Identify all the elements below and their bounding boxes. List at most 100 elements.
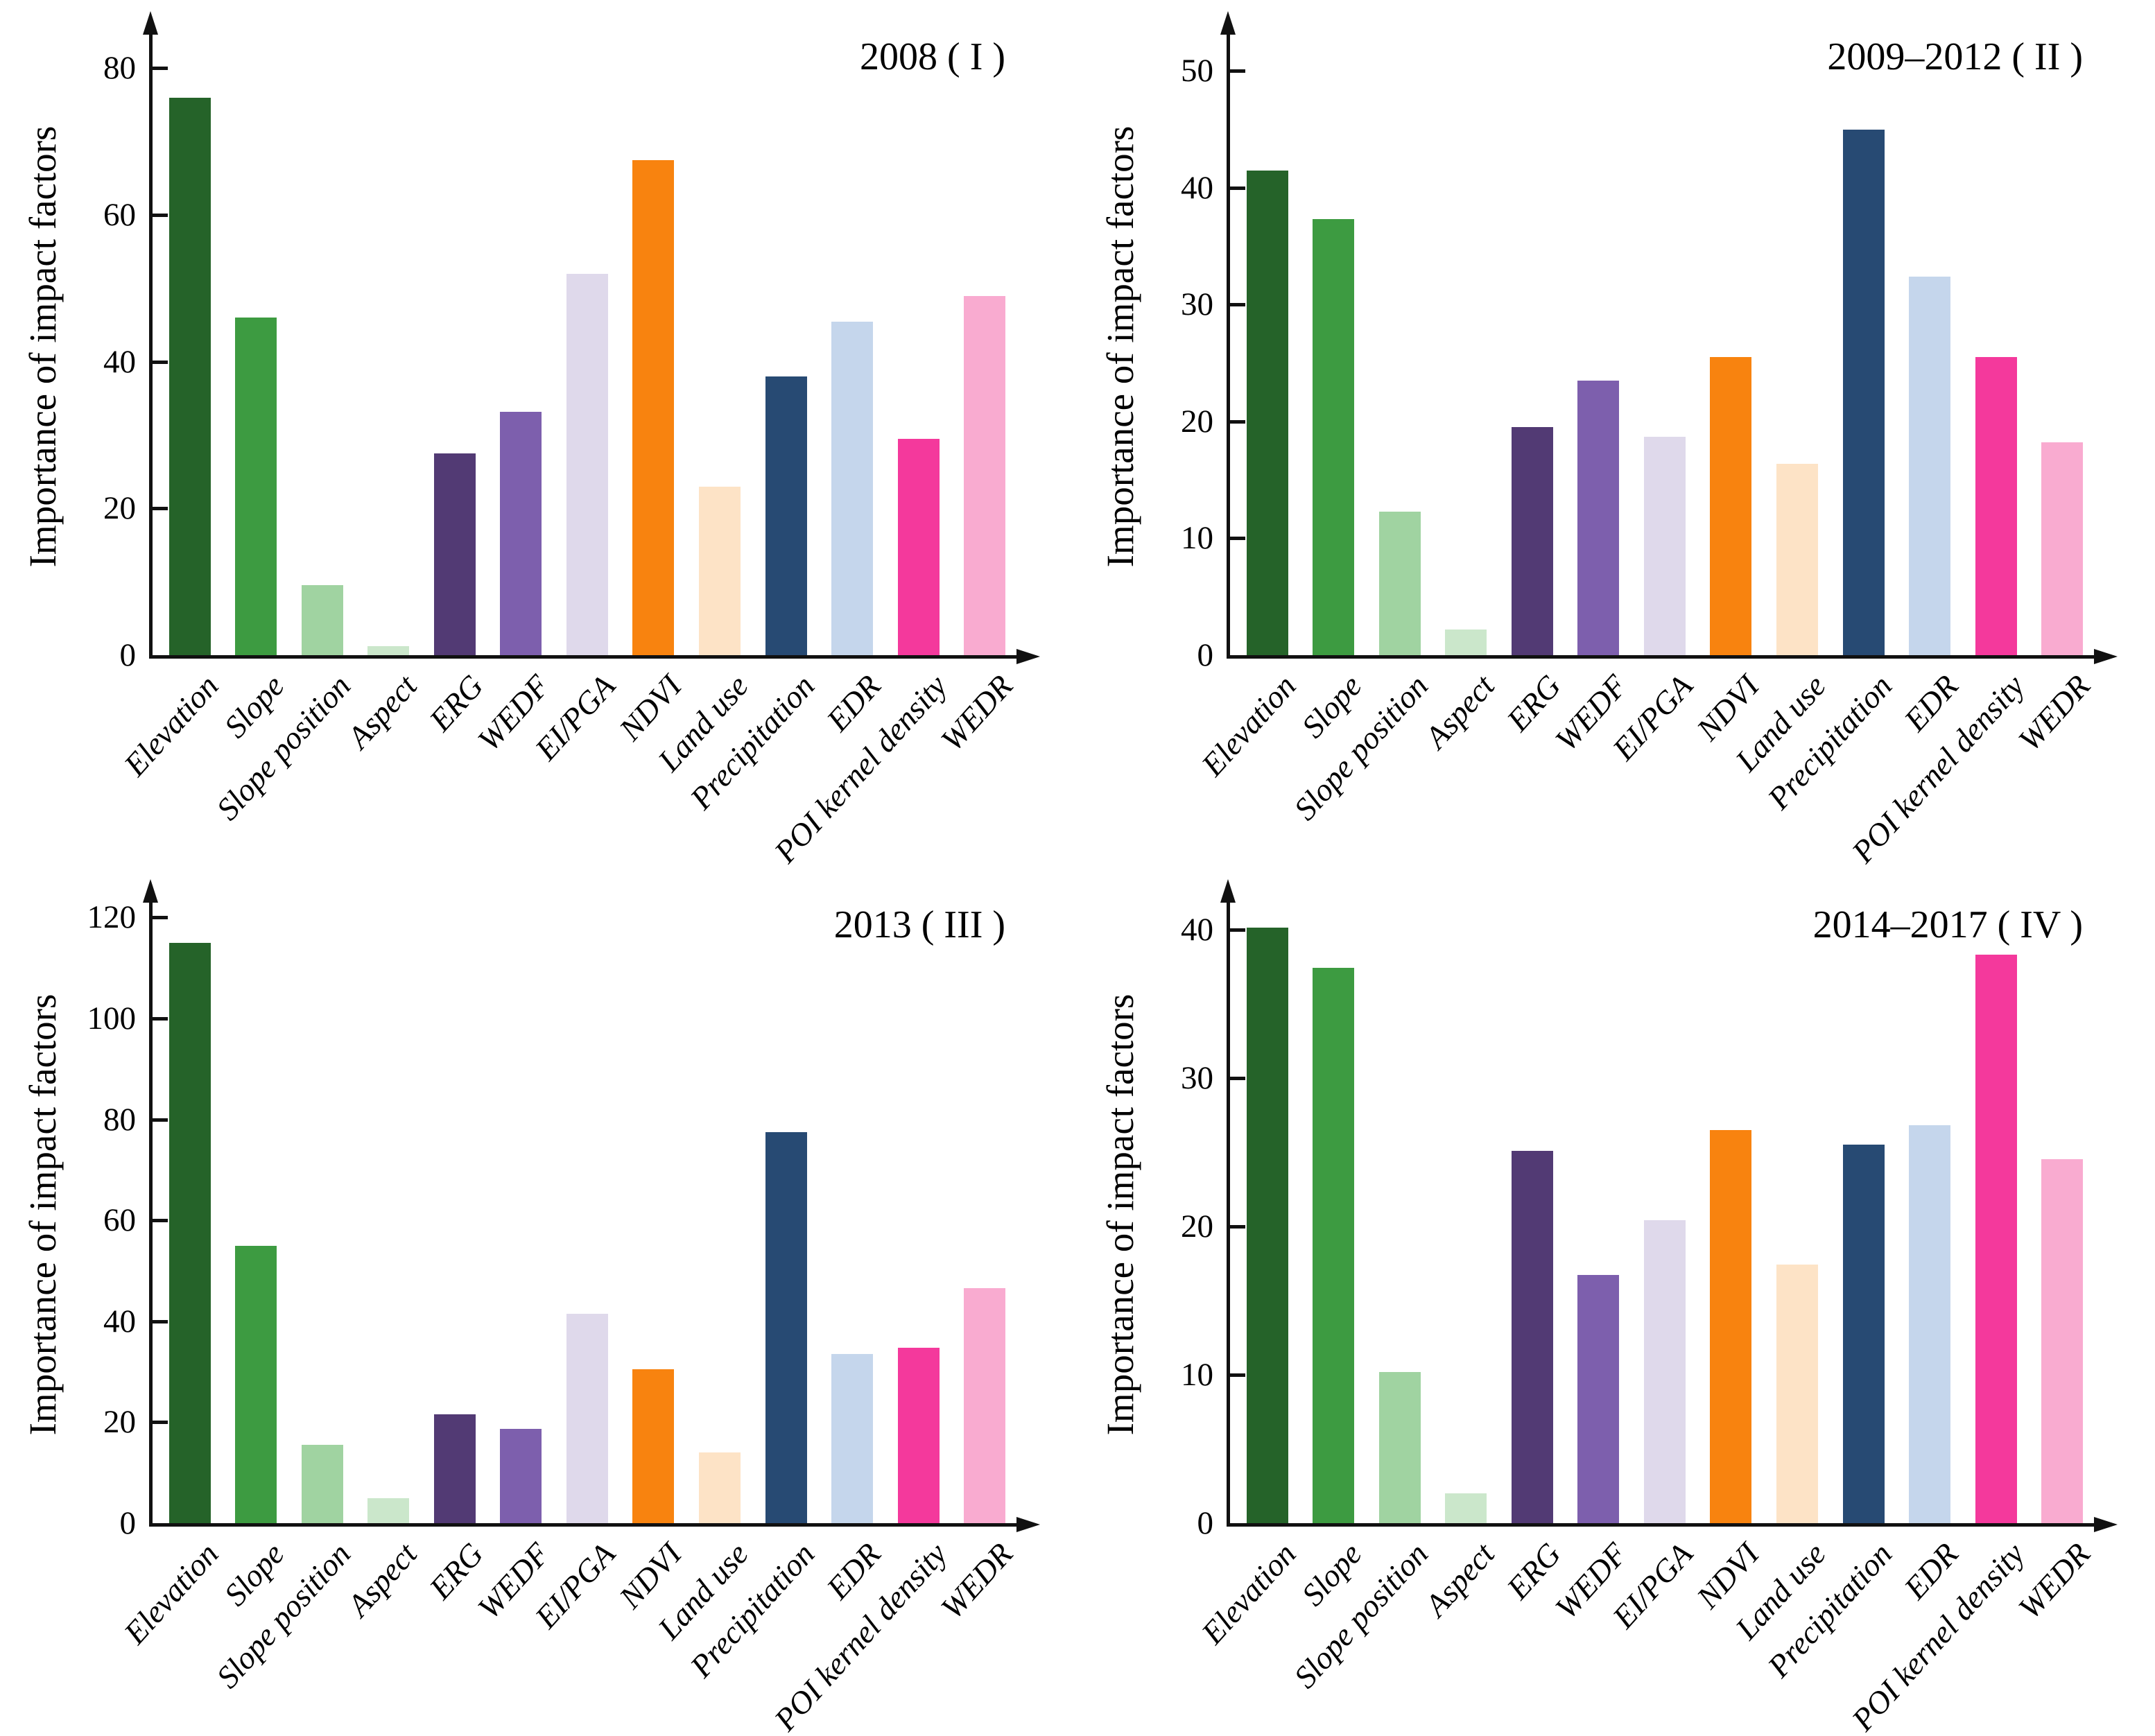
chart-panel-2013: 0 20 40 60 80 100 120 Elevation Slope Slope posi…: [0, 868, 1078, 1736]
bar-ndvi: [1710, 1129, 1752, 1523]
y-axis-label: Importance of impact factors: [21, 125, 64, 568]
bar-slot-precipitation: [1831, 24, 1897, 655]
chart-panel-2014-2017: 0 10 20 30 40 Elevation Slope Slope position As…: [1078, 868, 2155, 1736]
bar-elevation: [1246, 170, 1288, 655]
chart-title: 2009–2012 ( II ): [1827, 35, 2083, 78]
bar-slot-elevation: [157, 24, 223, 655]
y-tick-mark-120: [153, 916, 168, 920]
bar-slot-wedr: [2029, 24, 2095, 655]
bar-slope: [235, 1245, 277, 1523]
y-axis-label: Importance of impact factors: [21, 993, 64, 1436]
bar-slot-aspect: [356, 892, 422, 1523]
x-axis-line: [149, 1523, 1019, 1527]
y-tick-label-10: 10: [1181, 1356, 1213, 1393]
x-axis-line: [149, 655, 1019, 659]
bar-wedr: [2041, 1159, 2084, 1523]
bar-erg: [433, 453, 476, 655]
x-tick-label-land-use: Land use: [650, 1536, 755, 1647]
y-tick-label-0: 0: [1197, 1505, 1214, 1541]
chart-panel-2009-2012: 0 10 20 30 40 50 Elevation Slope Slope position…: [1078, 0, 2155, 869]
y-axis-line: [149, 900, 153, 1527]
bar-slot-slope-position: [289, 24, 356, 655]
x-tick-label-precipitation: Precipitation: [682, 1536, 822, 1684]
bar-wedr: [2041, 442, 2084, 655]
x-tick-label-land-use: Land use: [1728, 668, 1833, 779]
y-axis-arrowhead-icon: [143, 879, 158, 903]
y-tick-label-80: 80: [103, 1101, 136, 1138]
x-tick-label-erg: ERG: [422, 1536, 490, 1606]
y-tick-label-30: 30: [1181, 286, 1213, 323]
bar-precipitation: [1842, 1145, 1885, 1523]
bar-slot-erg: [422, 892, 488, 1523]
bar-ei-pga: [1643, 436, 1686, 655]
bar-erg: [1511, 1150, 1553, 1523]
bar-slot-land-use: [1764, 24, 1831, 655]
x-tick-label-wedr: WEDR: [2011, 668, 2097, 758]
bar-erg: [1511, 427, 1553, 655]
bar-wedr: [964, 1288, 1006, 1523]
bar-slot-poi-kernel-density: [885, 892, 952, 1523]
bar-slot-ei-pga: [554, 24, 621, 655]
bar-land-use: [699, 1452, 741, 1523]
x-tick-label-aspect: Aspect: [340, 668, 424, 755]
y-tick-mark-40: [153, 360, 168, 364]
x-tick-label-slope-position: Slope position: [1287, 668, 1435, 827]
bar-edr: [831, 321, 874, 655]
y-tick-label-30: 30: [1181, 1059, 1213, 1096]
plot-area: 0 20 40 60 80 100 120 Elevation Slope Slope posi…: [0, 868, 1078, 1736]
y-tick-mark-20: [1230, 1224, 1245, 1229]
x-tick-label-erg: ERG: [422, 668, 490, 738]
y-tick-mark-20: [1230, 419, 1245, 424]
bar-ndvi: [1710, 357, 1752, 655]
bar-slot-wedf: [488, 24, 555, 655]
x-axis-line: [1227, 1523, 2097, 1527]
y-tick-mark-40: [1230, 928, 1245, 932]
bar-slope: [1313, 968, 1355, 1523]
y-tick-mark-80: [153, 67, 168, 71]
y-tick-label-20: 20: [1181, 403, 1213, 440]
bar-slot-precipitation: [753, 24, 820, 655]
bar-elevation: [168, 97, 211, 655]
x-axis-line: [1227, 655, 2097, 659]
x-tick-label-elevation: Elevation: [1194, 1536, 1303, 1651]
x-tick-label-edr: EDR: [819, 1536, 888, 1606]
x-tick-label-slope-position: Slope position: [209, 1536, 358, 1695]
bar-slot-aspect: [1433, 24, 1500, 655]
bar-wedr: [964, 295, 1006, 655]
bar-slot-slope: [223, 24, 290, 655]
bar-slope-position: [1378, 1371, 1421, 1523]
bar-slope-position: [301, 1445, 343, 1523]
bar-slot-slope: [223, 892, 290, 1523]
bar-aspect: [1445, 1493, 1487, 1523]
bar-slot-ei-pga: [1632, 892, 1698, 1523]
bar-slot-ei-pga: [554, 892, 621, 1523]
bar-slot-ndvi: [621, 24, 687, 655]
y-tick-label-0: 0: [119, 637, 137, 673]
y-tick-mark-80: [153, 1118, 168, 1122]
y-axis-arrowhead-icon: [1220, 879, 1236, 903]
bar-elevation: [1246, 928, 1288, 1523]
bar-slot-wedf: [1566, 24, 1632, 655]
bar-slot-aspect: [356, 24, 422, 655]
y-tick-label-10: 10: [1181, 520, 1213, 557]
x-tick-label-edr: EDR: [1896, 668, 1965, 738]
bar-slot-land-use: [686, 24, 753, 655]
x-axis-arrowhead-icon: [1016, 1517, 1040, 1532]
y-axis-arrowhead-icon: [1220, 11, 1236, 35]
x-tick-label-land-use: Land use: [1728, 1536, 1833, 1647]
bar-slot-wedr: [951, 892, 1018, 1523]
x-tick-label-poi-kernel-density: POI kernel density: [767, 668, 954, 870]
bar-slot-ndvi: [1698, 892, 1765, 1523]
x-tick-label-wedr: WEDR: [934, 1536, 1020, 1626]
bars: [1234, 24, 2095, 655]
plot-area: 0 10 20 30 40 Elevation Slope Slope position As…: [1078, 868, 2155, 1736]
bar-land-use: [1776, 1265, 1819, 1523]
bars: [1234, 892, 2095, 1523]
y-tick-label-20: 20: [103, 1404, 136, 1441]
bar-elevation: [168, 942, 211, 1523]
x-tick-label-ei-pga: EI/PGA: [528, 1536, 623, 1635]
x-tick-label-wedf: WEDF: [1548, 668, 1634, 758]
x-tick-label-ndvi: NDVI: [612, 1536, 689, 1615]
bar-land-use: [699, 486, 741, 655]
bar-slope: [235, 318, 277, 655]
